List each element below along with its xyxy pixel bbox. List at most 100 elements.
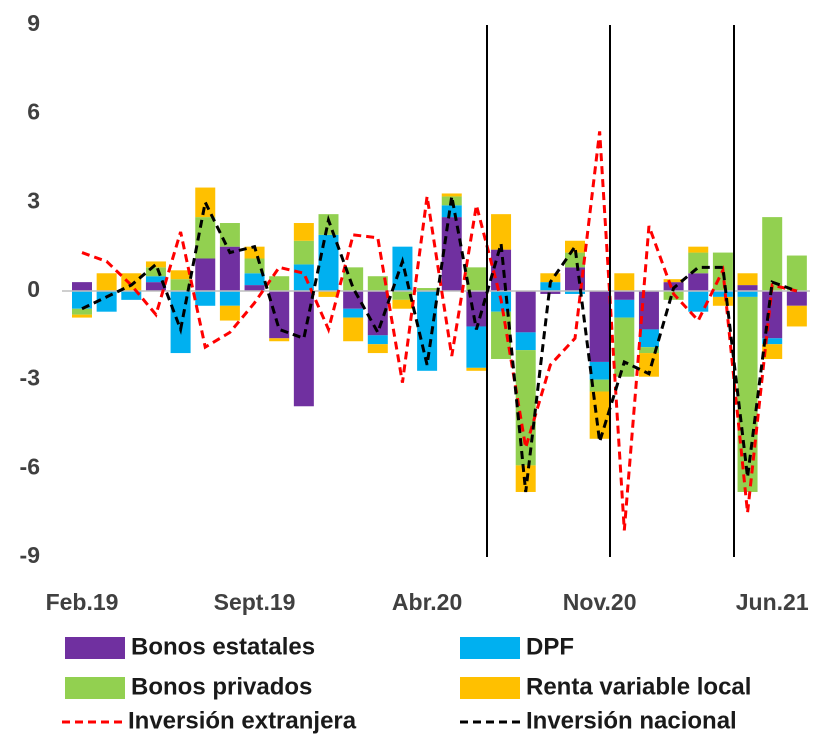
bar (121, 291, 142, 300)
bar (417, 288, 438, 291)
bar (762, 338, 783, 345)
bar (170, 270, 191, 280)
bar (195, 258, 216, 291)
bar (293, 264, 314, 291)
y-tick-label: 9 (27, 10, 40, 36)
y-tick-label: 3 (27, 187, 40, 213)
bar (688, 252, 709, 274)
bar (219, 223, 240, 247)
bar (589, 291, 610, 362)
bar (343, 308, 364, 318)
bar (515, 332, 536, 351)
x-tick-label: Nov.20 (563, 589, 637, 615)
bar (589, 379, 610, 392)
bar (737, 273, 758, 286)
bar (466, 291, 487, 327)
bar (269, 338, 290, 342)
bar (515, 350, 536, 466)
bar (441, 217, 462, 291)
bar (540, 273, 561, 283)
bar (72, 282, 92, 291)
bar (244, 273, 265, 286)
legend-label: Renta variable local (526, 673, 751, 700)
y-tick-label: -9 (20, 542, 40, 568)
bar (367, 291, 388, 336)
y-tick-label: 6 (27, 99, 40, 125)
bar (515, 291, 536, 333)
bar (614, 299, 635, 318)
legend-label: Bonos privados (131, 673, 312, 700)
bar (712, 296, 733, 306)
bar (269, 276, 290, 291)
bar (392, 246, 413, 291)
bar (786, 255, 807, 291)
bar (565, 291, 585, 294)
bar (688, 291, 709, 312)
legend-swatch (65, 637, 125, 659)
bar (195, 291, 216, 306)
legend-swatch (460, 677, 520, 699)
bar (663, 279, 684, 283)
legend-swatch (460, 637, 520, 659)
line-series (81, 196, 798, 493)
bar (688, 273, 709, 291)
legend-label: DPF (526, 633, 574, 660)
bar (219, 291, 240, 306)
bar (565, 240, 585, 253)
y-tick-label: -3 (20, 365, 40, 391)
bar (343, 291, 364, 309)
legend-label: Bonos estatales (131, 633, 315, 660)
bar (121, 273, 142, 291)
bar (145, 261, 166, 268)
bar (441, 193, 462, 197)
bar (762, 217, 783, 291)
bar (565, 252, 585, 268)
bar (737, 285, 758, 291)
bar (343, 317, 364, 342)
bar (96, 273, 117, 291)
bar (441, 205, 462, 218)
bar (195, 187, 216, 218)
bar (318, 234, 339, 291)
bar (638, 347, 659, 354)
bar (219, 305, 240, 321)
bar (540, 291, 561, 294)
bar (466, 267, 487, 291)
bar (269, 291, 290, 339)
bar (589, 361, 610, 380)
bar (638, 329, 659, 348)
bar (318, 291, 339, 297)
bar (712, 291, 733, 297)
y-tick-label: 0 (27, 276, 40, 302)
legend-swatch (65, 677, 125, 699)
y-tick-label: -6 (20, 453, 40, 479)
bar (244, 246, 265, 259)
bar (145, 267, 166, 277)
bar (145, 282, 166, 291)
bar (417, 291, 438, 371)
plot: -9 -6 -3 0 3 6 9 Feb.19 Sept.19 Abr.20 Nov.20 Jun.2… (20, 10, 810, 734)
bar (145, 276, 166, 283)
bar (170, 279, 191, 291)
bar (392, 299, 413, 309)
bar (293, 223, 314, 241)
bar (72, 314, 92, 318)
bar (293, 240, 314, 265)
bar (614, 317, 635, 377)
bar (762, 344, 783, 359)
bar (466, 367, 487, 371)
x-tick-label: Sept.19 (214, 589, 296, 615)
bar (491, 214, 512, 250)
bar (72, 308, 92, 315)
legend-label: Inversión nacional (526, 707, 737, 734)
bar (244, 285, 265, 291)
bar (491, 249, 512, 291)
bar (688, 246, 709, 253)
bar (638, 291, 659, 330)
bar (367, 344, 388, 354)
bar (367, 276, 388, 291)
bar (737, 296, 758, 492)
line-series (81, 131, 798, 531)
x-tick-label: Jun.21 (736, 589, 809, 615)
